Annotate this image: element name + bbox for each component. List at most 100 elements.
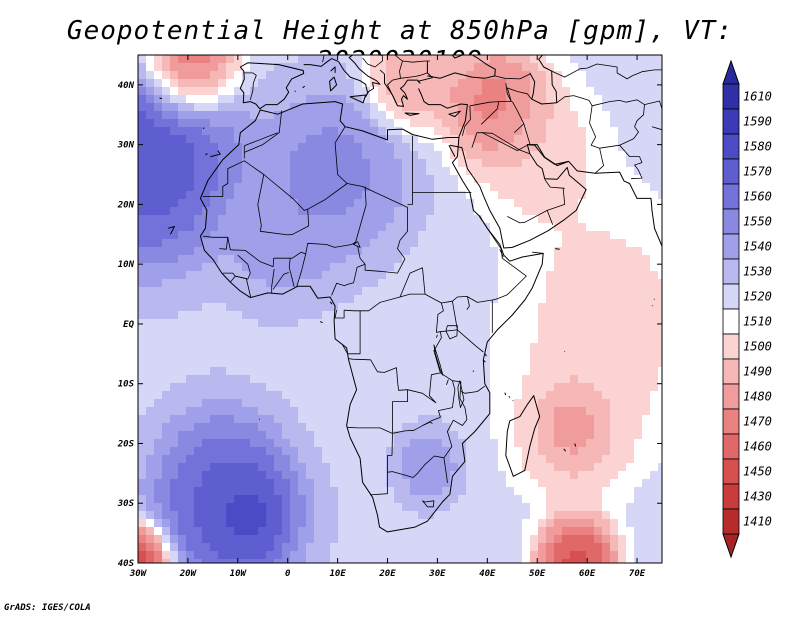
field-cell	[554, 127, 563, 136]
field-cell	[498, 479, 507, 488]
field-cell	[490, 391, 499, 400]
field-cell	[578, 255, 587, 264]
country-border	[452, 301, 484, 353]
field-cell	[642, 335, 651, 344]
field-cell	[250, 167, 259, 176]
field-cell	[490, 455, 499, 464]
field-cell	[618, 543, 627, 552]
field-cell	[546, 527, 555, 536]
field-cell	[162, 311, 171, 320]
field-cell	[226, 79, 235, 88]
field-cell	[314, 527, 323, 536]
field-cell	[378, 559, 387, 563]
field-cell	[410, 319, 419, 328]
field-cell	[530, 455, 539, 464]
field-cell	[178, 103, 187, 112]
field-cell	[282, 487, 291, 496]
field-cell	[602, 255, 611, 264]
field-cell	[386, 335, 395, 344]
field-cell	[170, 167, 179, 176]
field-cell	[162, 391, 171, 400]
field-cell	[202, 511, 211, 520]
field-cell	[498, 335, 507, 344]
field-cell	[634, 559, 643, 563]
field-cell	[154, 383, 163, 392]
field-cell	[394, 271, 403, 280]
field-cell	[282, 143, 291, 152]
field-cell	[442, 351, 451, 360]
field-cell	[250, 247, 259, 256]
field-cell	[530, 63, 539, 72]
field-cell	[218, 471, 227, 480]
field-cell	[242, 375, 251, 384]
field-cell	[378, 183, 387, 192]
field-cell	[434, 263, 443, 272]
field-cell	[178, 87, 187, 96]
field-cell	[362, 159, 371, 168]
field-cell	[306, 263, 315, 272]
field-cell	[410, 191, 419, 200]
field-cell	[186, 167, 195, 176]
country-border	[243, 132, 278, 159]
field-cell	[394, 327, 403, 336]
field-cell	[346, 359, 355, 368]
field-cell	[554, 487, 563, 496]
field-cell	[410, 279, 419, 288]
field-cell	[154, 399, 163, 408]
field-cell	[346, 559, 355, 563]
field-cell	[290, 407, 299, 416]
field-cell	[242, 231, 251, 240]
field-cell	[226, 343, 235, 352]
field-cell	[346, 303, 355, 312]
field-cell	[290, 495, 299, 504]
field-cell	[194, 279, 203, 288]
field-cell	[298, 375, 307, 384]
field-cell	[474, 215, 483, 224]
field-cell	[554, 383, 563, 392]
field-cell	[338, 527, 347, 536]
field-cell	[154, 207, 163, 216]
field-cell	[642, 271, 651, 280]
field-cell	[370, 255, 379, 264]
country-border	[358, 37, 375, 52]
field-cell	[538, 319, 547, 328]
field-cell	[298, 135, 307, 144]
field-cell	[386, 455, 395, 464]
field-cell	[138, 71, 147, 80]
colorbar-swatch	[722, 233, 740, 260]
field-cell	[186, 391, 195, 400]
field-cell	[146, 343, 155, 352]
field-cell	[194, 455, 203, 464]
field-cell	[594, 527, 603, 536]
field-cell	[162, 511, 171, 520]
field-cell	[538, 551, 547, 560]
field-cell	[450, 503, 459, 512]
field-cell	[482, 415, 491, 424]
field-cell	[658, 383, 662, 392]
field-cell	[522, 375, 531, 384]
field-cell	[362, 55, 371, 64]
field-cell	[202, 151, 211, 160]
field-cell	[330, 207, 339, 216]
field-cell	[242, 551, 251, 560]
field-cell	[498, 519, 507, 528]
field-cell	[138, 135, 147, 144]
field-cell	[506, 295, 515, 304]
field-cell	[354, 167, 363, 176]
field-cell	[634, 183, 643, 192]
field-cell	[170, 159, 179, 168]
field-cell	[402, 423, 411, 432]
field-cell	[162, 319, 171, 328]
field-cell	[170, 103, 179, 112]
field-cell	[466, 503, 475, 512]
field-cell	[290, 255, 299, 264]
field-cell	[154, 215, 163, 224]
field-cell	[162, 383, 171, 392]
field-cell	[650, 367, 659, 376]
field-cell	[506, 543, 515, 552]
field-cell	[410, 127, 419, 136]
field-cell	[426, 375, 435, 384]
field-cell	[570, 519, 579, 528]
field-cell	[450, 207, 459, 216]
field-cell	[210, 399, 219, 408]
